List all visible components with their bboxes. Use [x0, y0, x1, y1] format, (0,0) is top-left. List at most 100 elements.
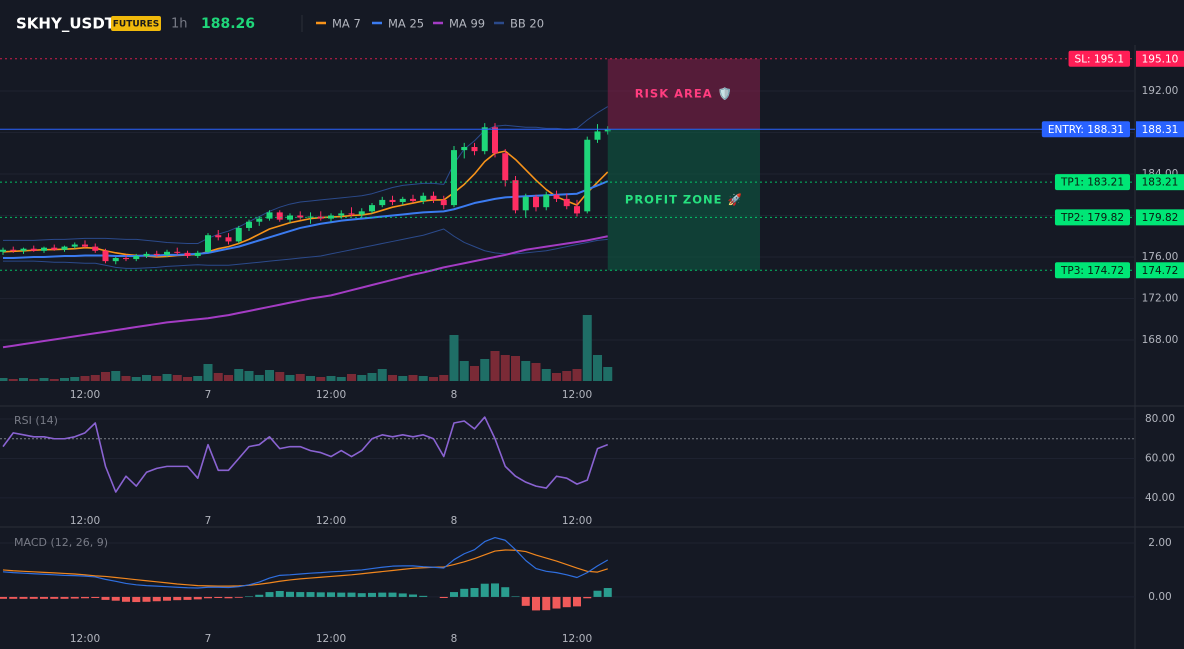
volume-bar	[213, 373, 223, 381]
histogram-bar	[70, 596, 79, 599]
level-value: 195.10	[1142, 53, 1179, 65]
volume-bar	[398, 376, 408, 381]
candle-body	[338, 213, 345, 216]
x-tick-label: 8	[451, 389, 458, 401]
volume-bar	[572, 369, 582, 381]
level-label-bg	[1054, 262, 1130, 279]
y-tick-label: 0.00	[1148, 591, 1171, 603]
histogram-bar	[50, 596, 59, 599]
volume-bar	[254, 375, 264, 381]
ma-line	[2, 150, 609, 258]
volume-bar	[490, 351, 500, 381]
candle-body	[348, 213, 355, 215]
histogram-bar	[193, 596, 202, 600]
level-label: ENTRY: 188.31	[1048, 124, 1124, 136]
candle-body	[533, 196, 539, 208]
candle-body	[61, 246, 68, 250]
volume-bar	[316, 377, 326, 381]
histogram-bar	[132, 596, 141, 603]
volume-bar	[101, 372, 110, 381]
volume-bar	[60, 378, 69, 381]
candle-body	[451, 150, 457, 206]
candle-body	[266, 212, 273, 219]
volume-bar	[367, 373, 377, 381]
volume-bar	[203, 364, 213, 381]
badge: FUTURES	[113, 20, 159, 30]
level-value: 174.72	[1142, 265, 1179, 277]
y-tick-label: 168.00	[1142, 334, 1179, 346]
histogram-bar	[398, 593, 407, 597]
candle-body	[174, 251, 181, 253]
volume-bar	[111, 371, 121, 381]
x-tick-label: 7	[205, 389, 212, 401]
volume-bar	[500, 355, 510, 381]
volume-bar	[193, 376, 203, 381]
histogram-bar	[460, 588, 469, 597]
panel-title: RSI (14)	[14, 414, 58, 427]
interval: 1h	[171, 17, 188, 32]
histogram-bar	[532, 596, 540, 611]
volume-bar	[408, 375, 418, 381]
volume-bar	[8, 379, 18, 381]
legend-label: MA 99	[449, 17, 485, 31]
zone-label: PROFIT ZONE 🚀	[625, 192, 743, 206]
histogram-bar	[286, 591, 294, 597]
histogram-bar	[593, 590, 602, 597]
volume-bar	[131, 377, 141, 381]
candle-body	[51, 247, 58, 250]
y-tick-label: 2.00	[1148, 537, 1171, 549]
volume-bar	[183, 377, 192, 381]
y-tick-label: 40.00	[1145, 492, 1175, 504]
volume-bar	[172, 375, 182, 381]
histogram-bar	[40, 596, 48, 599]
candle-body	[246, 221, 252, 228]
histogram-bar	[173, 596, 182, 601]
candle-body	[164, 251, 170, 255]
histogram-bar	[439, 596, 448, 599]
x-tick-label: 7	[205, 515, 212, 527]
candle-body	[30, 248, 37, 251]
histogram-bar	[368, 592, 376, 597]
candle-body	[563, 198, 570, 207]
zone	[607, 129, 760, 271]
volume-bar	[29, 379, 39, 381]
level-value-bg	[1136, 262, 1184, 279]
volume-bar	[552, 373, 561, 381]
candle-body	[594, 131, 601, 140]
histogram-bar	[327, 592, 335, 597]
candle-body	[512, 180, 519, 211]
badge-bg	[111, 16, 161, 31]
candle-body	[543, 194, 550, 208]
x-tick-label: 12:00	[70, 515, 100, 527]
y-tick-label: 80.00	[1145, 413, 1175, 425]
volume-bar	[470, 366, 479, 381]
histogram-bar	[91, 596, 100, 599]
histogram-bar	[183, 596, 192, 600]
volume-bar	[603, 367, 613, 381]
histogram-bar	[521, 596, 530, 606]
histogram-bar	[224, 596, 233, 599]
histogram-bar	[111, 596, 120, 601]
volume-bar	[582, 315, 592, 381]
candle-body	[492, 127, 498, 154]
level-value-bg	[1136, 121, 1184, 138]
rsi-line	[2, 416, 609, 493]
candle-body	[41, 247, 47, 251]
candle-body	[143, 253, 150, 256]
candle-body	[502, 153, 509, 181]
histogram-bar	[552, 596, 561, 609]
histogram-bar	[152, 596, 161, 602]
volume-bar	[80, 376, 90, 381]
volume-bar	[224, 375, 233, 381]
symbol: SKHY_USDT	[16, 15, 116, 33]
candle-body	[399, 198, 406, 203]
histogram-bar	[511, 596, 520, 597]
level-value-bg	[1136, 50, 1184, 67]
histogram-bar	[255, 594, 264, 597]
volume-bar	[295, 374, 305, 381]
level-value: 188.31	[1142, 124, 1179, 136]
histogram-bar	[9, 596, 18, 599]
histogram-bar	[491, 583, 499, 597]
volume-bar	[39, 378, 49, 381]
